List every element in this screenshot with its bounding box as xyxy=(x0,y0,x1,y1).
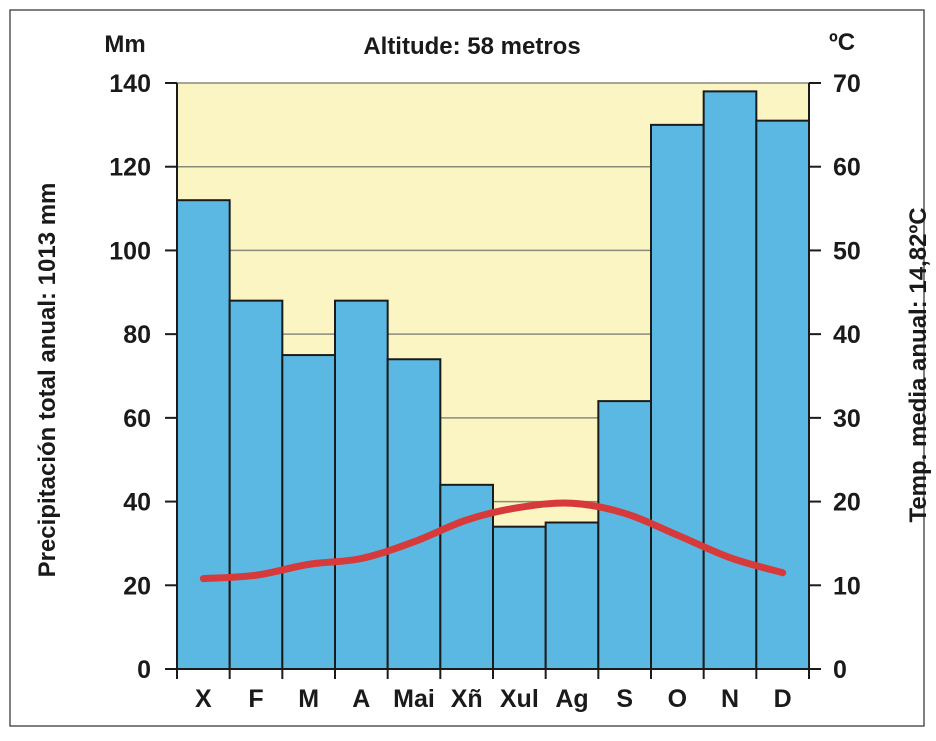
axes xyxy=(176,83,810,679)
month-label-Ag: Ag xyxy=(555,685,588,713)
month-label-O: O xyxy=(668,685,687,713)
temperature-point-Xñ xyxy=(466,519,468,521)
month-label-Mai: Mai xyxy=(393,685,435,713)
precip-bar-Xul xyxy=(492,525,547,671)
right-tick-label: 50 xyxy=(833,237,861,265)
left-tick-label: 140 xyxy=(109,70,151,98)
precip-bar-Ag xyxy=(544,521,600,670)
precip-bar-X xyxy=(176,199,231,670)
precip-bar-A xyxy=(334,299,389,670)
precip-bar-M xyxy=(281,354,337,670)
precip-bar-D xyxy=(755,119,810,670)
right-tick-label: 20 xyxy=(833,489,861,517)
temperature-point-Ag xyxy=(571,502,573,504)
temperature-point-Xul xyxy=(518,506,520,508)
left-axis-title: Precipitación total anual: 1013 mm xyxy=(34,183,61,578)
month-label-F: F xyxy=(248,685,263,713)
month-label-M: M xyxy=(298,685,319,713)
left-unit-label: Mm xyxy=(104,31,145,58)
right-tick-label: 30 xyxy=(833,405,861,433)
right-tick-label: 40 xyxy=(833,321,861,349)
precip-bar-F xyxy=(228,299,284,670)
month-label-N: N xyxy=(721,685,739,713)
right-tick-label: 0 xyxy=(833,656,847,684)
month-tick-labels: X F M A Mai Xñ Xul Ag S O N D xyxy=(195,685,792,713)
temperature-point-F xyxy=(255,574,257,576)
temperature-point-X xyxy=(202,578,204,580)
left-tick-label: 120 xyxy=(109,154,151,182)
temperature-point-O xyxy=(676,534,678,536)
month-label-Xñ: Xñ xyxy=(451,685,483,713)
month-label-D: D xyxy=(774,685,792,713)
right-tick-label: 70 xyxy=(833,70,861,98)
temperature-line-layer xyxy=(199,499,787,583)
left-tick-label: 100 xyxy=(109,237,151,265)
left-tick-label: 0 xyxy=(137,656,151,684)
precip-bar-S xyxy=(597,400,652,670)
right-unit-label: ºC xyxy=(829,29,855,56)
month-label-Xul: Xul xyxy=(500,685,539,713)
left-tick-labels: 0 20 40 60 80 100 120 140 xyxy=(109,70,177,684)
temperature-point-A xyxy=(360,557,362,559)
precip-bar-Mai xyxy=(386,358,442,670)
precip-bar-N xyxy=(702,90,758,671)
temperature-point-Mai xyxy=(413,541,415,543)
left-tick-label: 60 xyxy=(123,405,151,433)
precip-bar-O xyxy=(650,123,705,671)
month-label-A: A xyxy=(352,685,370,713)
month-label-S: S xyxy=(616,685,633,713)
right-axis-title: Temp. media anual: 14,82ºC xyxy=(905,207,932,522)
month-label-X: X xyxy=(195,685,212,713)
temperature-point-M xyxy=(308,563,310,565)
temperature-point-D xyxy=(782,572,784,574)
temperature-point-N xyxy=(729,557,731,559)
left-tick-label: 80 xyxy=(123,321,151,349)
chart-title: Altitude: 58 metros xyxy=(363,33,580,60)
right-tick-labels: 0 10 20 30 40 50 60 70 xyxy=(809,70,861,684)
right-tick-label: 60 xyxy=(833,154,861,182)
right-tick-label: 10 xyxy=(833,572,861,600)
temperature-line xyxy=(199,499,787,583)
temperature-point-S xyxy=(624,512,626,514)
left-tick-label: 20 xyxy=(123,572,151,600)
left-tick-label: 40 xyxy=(123,489,151,517)
